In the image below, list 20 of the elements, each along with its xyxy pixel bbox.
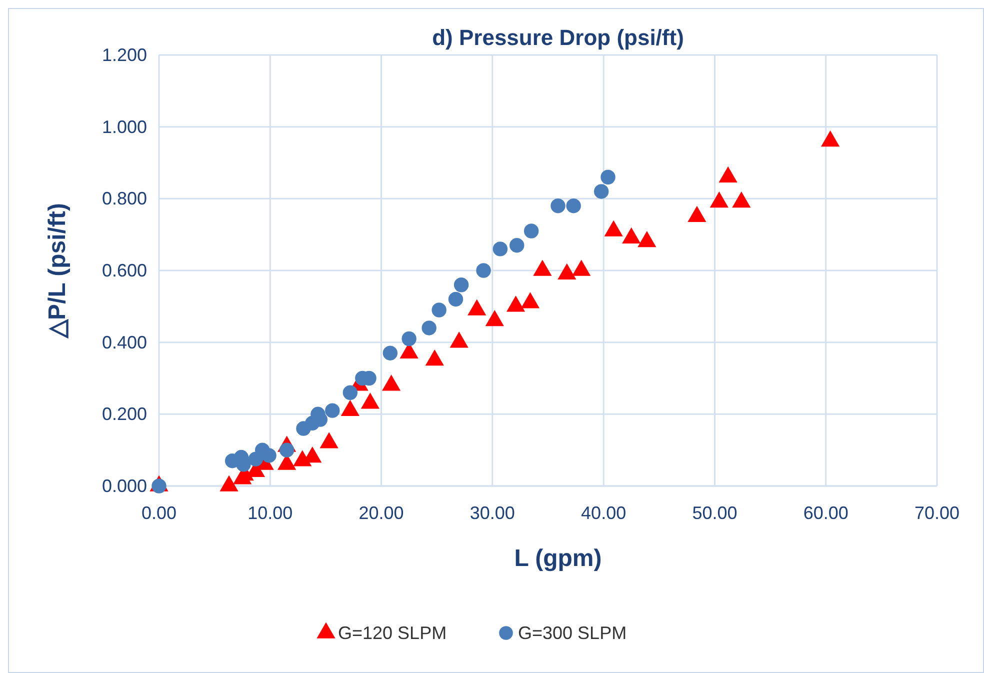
x-tick-label: 50.00 xyxy=(692,503,738,523)
y-tick-label: 1.200 xyxy=(102,45,147,65)
x-tick-label: 0.00 xyxy=(141,503,177,523)
y-axis-title: △P/L (psi/ft) xyxy=(44,203,71,339)
chart-title: d) Pressure Drop (psi/ft) xyxy=(432,25,684,50)
y-tick-label: 0.600 xyxy=(102,260,147,280)
y-tick-label: 1.000 xyxy=(102,116,147,137)
x-tick-label: 30.00 xyxy=(470,503,515,523)
y-tick-label: 0.000 xyxy=(102,476,147,496)
y-tick-label: 0.200 xyxy=(102,404,147,424)
y-tick-label: 0.400 xyxy=(102,332,147,352)
x-tick-label: 40.00 xyxy=(581,503,626,523)
legend-label: G=300 SLPM xyxy=(518,623,627,643)
x-tick-label: 10.00 xyxy=(248,503,293,523)
x-axis-title: L (gpm) xyxy=(514,545,602,572)
legend-label: G=120 SLPM xyxy=(338,623,447,643)
y-tick-label: 0.800 xyxy=(102,188,147,209)
x-tick-label: 20.00 xyxy=(358,503,404,523)
x-tick-label: 70.00 xyxy=(914,503,960,523)
x-tick-label: 60.00 xyxy=(803,503,848,523)
